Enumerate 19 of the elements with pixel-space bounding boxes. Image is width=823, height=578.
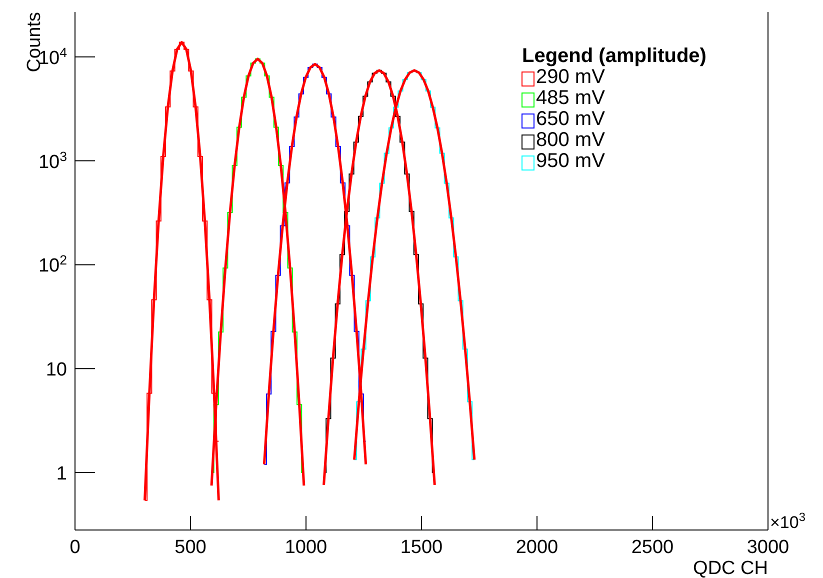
x-tick-label: 1500 bbox=[400, 537, 443, 558]
x-tick-label: 0 bbox=[70, 537, 80, 558]
y-tick-label: 10$^{3}$ bbox=[38, 148, 67, 173]
x-tick-label: 500 bbox=[174, 537, 206, 558]
legend-label: 290 mV bbox=[536, 66, 606, 88]
x-tick-label: 2500 bbox=[631, 537, 674, 558]
legend-label: 650 mV bbox=[536, 108, 606, 130]
x-tick-label: 2000 bbox=[516, 537, 558, 558]
y-tick-label: 10$^{2}$ bbox=[38, 252, 67, 277]
y-tick-label: 10 bbox=[46, 360, 67, 381]
x-tick-label: 1000 bbox=[284, 537, 328, 558]
y-tick-label: 1 bbox=[56, 464, 67, 485]
x-axis-title: QDC CH bbox=[693, 558, 768, 578]
legend-title: Legend (amplitude) bbox=[522, 45, 706, 67]
legend-label: 950 mV bbox=[536, 150, 606, 172]
x-tick-label: 3000 bbox=[746, 537, 790, 558]
text: ×10$^{3}$ bbox=[770, 510, 806, 532]
legend-label: 485 mV bbox=[536, 87, 606, 109]
legend-label: 800 mV bbox=[536, 129, 606, 151]
